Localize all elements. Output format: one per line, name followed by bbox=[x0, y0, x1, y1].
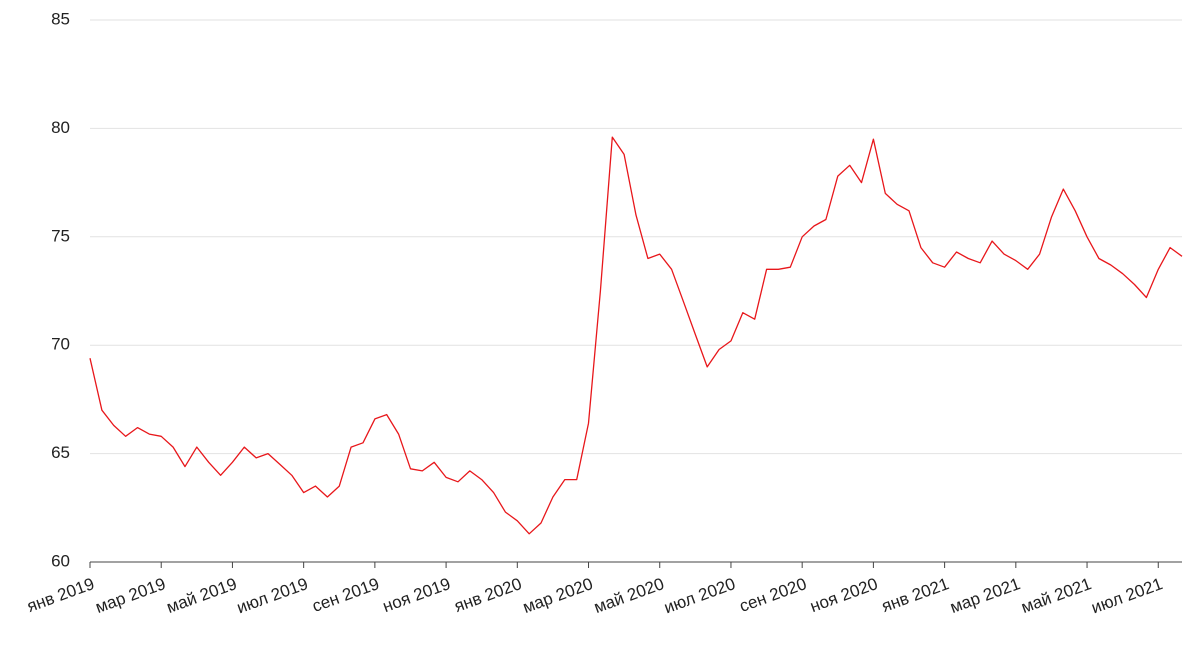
line-series bbox=[89, 136, 1183, 535]
x-tick-label: июл 2019 bbox=[234, 574, 310, 617]
x-tick-label: май 2021 bbox=[1019, 574, 1094, 617]
x-tick-label: июл 2020 bbox=[661, 574, 737, 617]
x-tick-label: ноя 2020 bbox=[807, 574, 880, 616]
y-tick-label: 75 bbox=[51, 226, 70, 245]
x-tick-label: сен 2020 bbox=[737, 574, 809, 616]
x-tick-label: мар 2020 bbox=[520, 574, 595, 617]
x-tick-label: май 2019 bbox=[164, 574, 239, 617]
x-tick-label: ноя 2019 bbox=[380, 574, 453, 616]
y-tick-label: 65 bbox=[51, 443, 70, 462]
x-tick-label: май 2020 bbox=[591, 574, 666, 617]
x-tick-label: мар 2021 bbox=[947, 574, 1022, 617]
y-tick-label: 85 bbox=[51, 9, 70, 28]
x-tick-label: июл 2021 bbox=[1089, 574, 1165, 617]
y-tick-label: 80 bbox=[51, 118, 70, 137]
x-tick-label: янв 2020 bbox=[452, 574, 524, 616]
x-tick-label: янв 2021 bbox=[879, 574, 951, 616]
x-tick-label: мар 2019 bbox=[93, 574, 168, 617]
x-tick-label: янв 2019 bbox=[24, 574, 96, 616]
x-tick-label: сен 2019 bbox=[310, 574, 382, 616]
y-tick-label: 60 bbox=[51, 551, 70, 570]
y-tick-label: 70 bbox=[51, 335, 70, 354]
